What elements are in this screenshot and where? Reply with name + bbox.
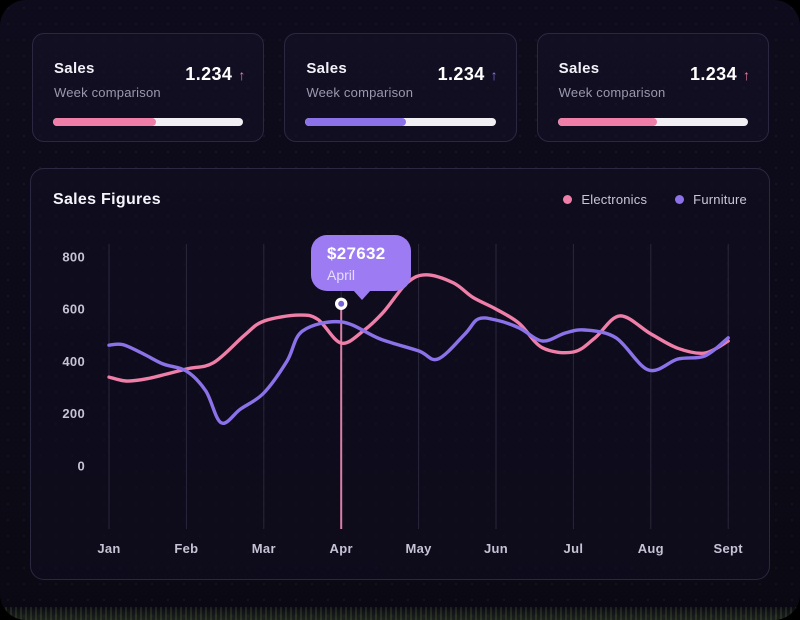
y-tick-label: 0 bbox=[77, 459, 85, 474]
sales-figures-card: Sales Figures Electronics Furniture 0 200… bbox=[30, 168, 770, 580]
electronics-legend-dot-icon bbox=[563, 195, 573, 204]
legend-label: Electronics bbox=[581, 192, 648, 207]
furniture-legend-dot-icon bbox=[675, 195, 685, 204]
x-tick-label: Jul bbox=[564, 541, 584, 556]
legend-item-furniture[interactable]: Furniture bbox=[675, 192, 747, 207]
y-tick-label: 400 bbox=[62, 354, 85, 369]
progress-track bbox=[53, 118, 244, 126]
trend-up-icon: ↑ bbox=[742, 66, 750, 83]
x-tick-label: Sept bbox=[714, 541, 744, 556]
stat-card-value-wrap: 1.234 ↑ bbox=[185, 64, 245, 85]
series-line-electronics bbox=[107, 273, 730, 383]
stat-cards-row: Sales Week comparison 1.234 ↑ Sales Week… bbox=[0, 0, 800, 142]
stat-card-value: 1.234 bbox=[437, 64, 485, 84]
stat-card-title: Sales bbox=[306, 60, 348, 77]
progress-fill bbox=[305, 118, 407, 126]
tooltip-value: $27632 bbox=[327, 244, 386, 263]
x-tick-label: Feb bbox=[174, 541, 198, 556]
tooltip-month: April bbox=[327, 267, 356, 283]
sales-stat-card-1: Sales Week comparison 1.234 ↑ bbox=[32, 33, 265, 142]
series-line-furniture bbox=[107, 316, 730, 425]
sales-stat-card-2: Sales Week comparison 1.234 ↑ bbox=[284, 33, 517, 142]
y-tick-label: 600 bbox=[62, 302, 85, 317]
y-tick-label: 200 bbox=[62, 406, 85, 421]
stat-card-value-wrap: 1.234 ↑ bbox=[690, 64, 750, 85]
sales-stat-card-3: Sales Week comparison 1.234 ↑ bbox=[536, 33, 769, 142]
chart-title: Sales Figures bbox=[53, 191, 161, 208]
stat-card-value: 1.234 bbox=[689, 64, 737, 84]
x-tick-label: Aug bbox=[638, 541, 664, 556]
x-tick-label: Jun bbox=[484, 541, 508, 556]
bottom-texture-band bbox=[0, 607, 800, 620]
stat-card-title: Sales bbox=[558, 60, 600, 77]
progress-track bbox=[557, 118, 748, 126]
legend-item-electronics[interactable]: Electronics bbox=[563, 192, 647, 207]
x-tick-label: May bbox=[405, 541, 432, 556]
stat-card-subtitle: Week comparison bbox=[54, 85, 161, 100]
stat-card-value: 1.234 bbox=[185, 64, 233, 84]
y-tick-label: 800 bbox=[62, 249, 85, 264]
x-tick-label: Apr bbox=[330, 541, 353, 556]
highlight-marker-dot[interactable] bbox=[335, 297, 348, 310]
progress-track bbox=[305, 118, 496, 126]
chart-legend: Electronics Furniture bbox=[563, 192, 747, 207]
chart-tooltip: $27632 April bbox=[311, 235, 411, 300]
progress-fill bbox=[53, 118, 156, 126]
trend-up-icon: ↑ bbox=[238, 66, 246, 83]
x-tick-label: Jan bbox=[97, 541, 120, 556]
chart-plot[interactable]: 0 200 400 600 800 Jan Feb Mar Apr May Jun Jul Aug Sep… bbox=[31, 169, 771, 581]
progress-fill bbox=[557, 118, 657, 126]
x-tick-label: Mar bbox=[252, 541, 276, 556]
legend-label: Furniture bbox=[693, 192, 747, 207]
stat-card-subtitle: Week comparison bbox=[558, 85, 666, 100]
stat-card-title: Sales bbox=[54, 60, 95, 77]
stat-card-value-wrap: 1.234 ↑ bbox=[438, 64, 498, 85]
trend-up-icon: ↑ bbox=[490, 66, 498, 83]
stat-card-subtitle: Week comparison bbox=[306, 85, 414, 100]
